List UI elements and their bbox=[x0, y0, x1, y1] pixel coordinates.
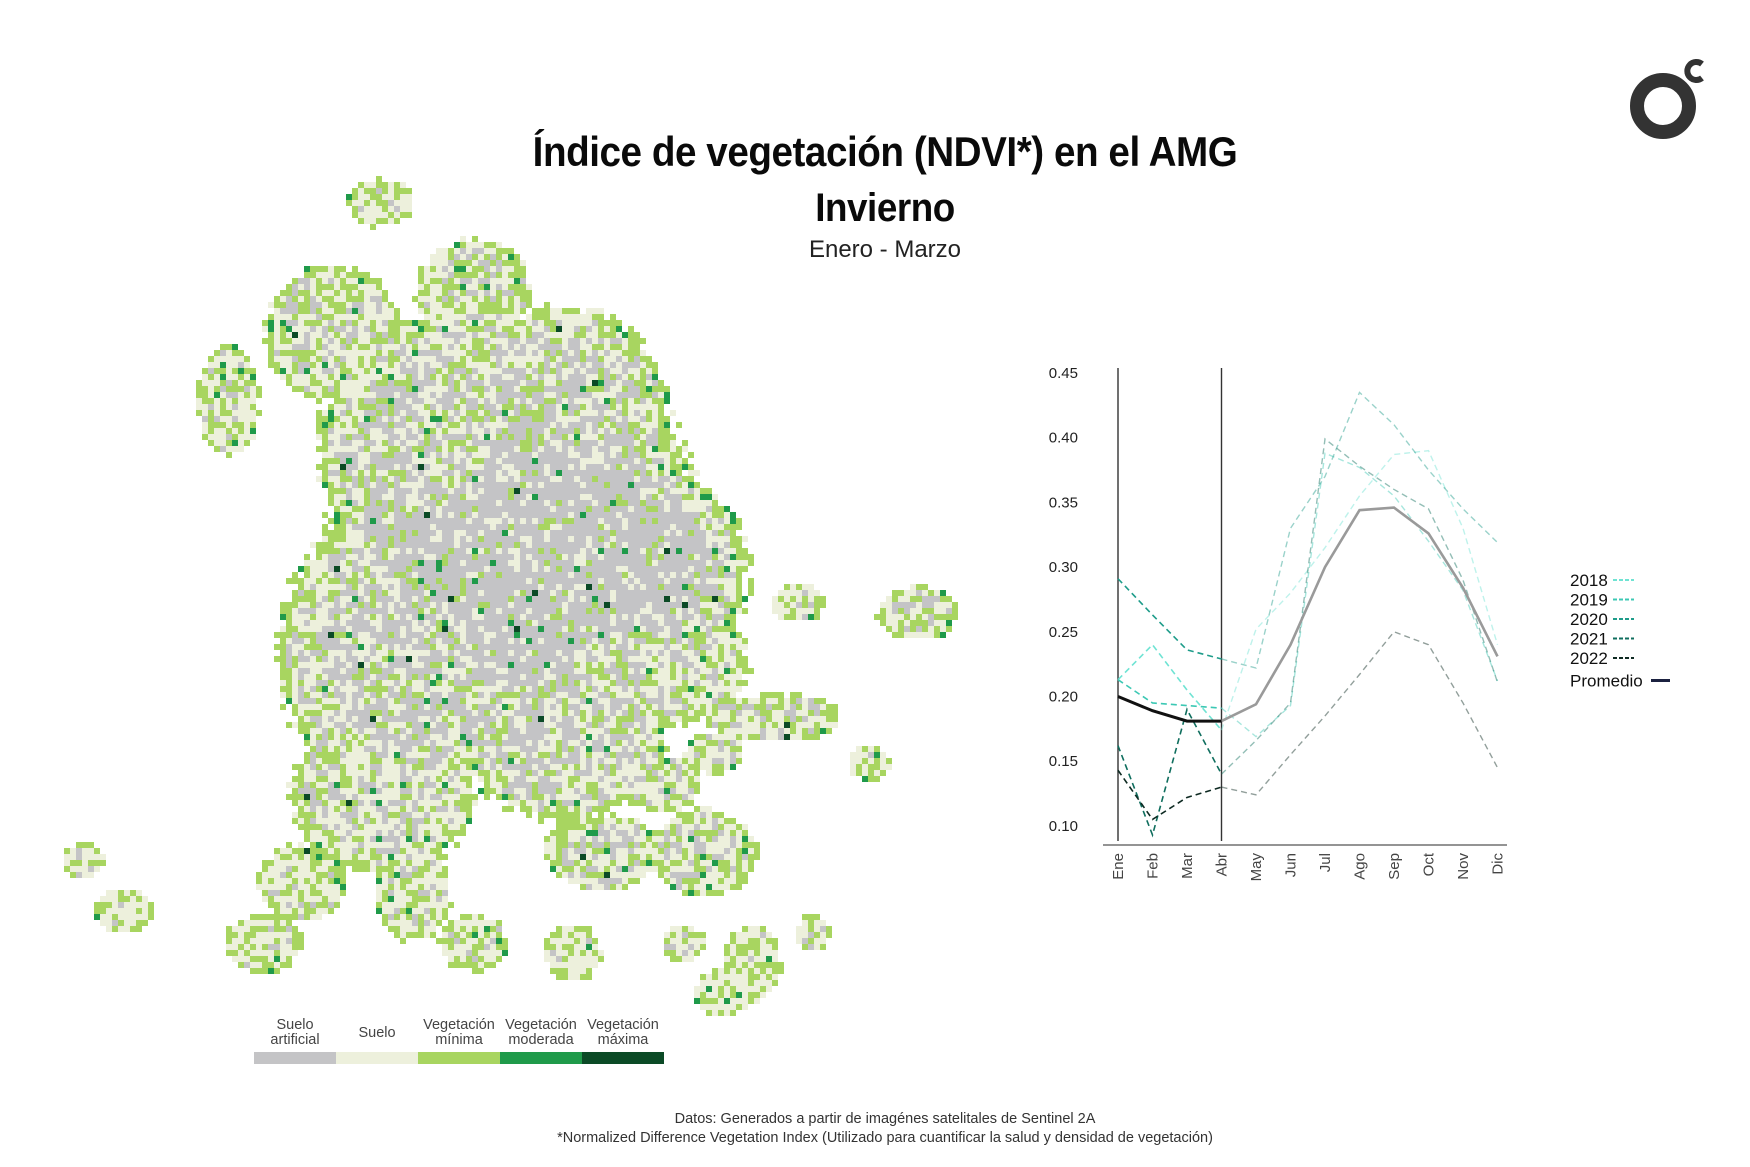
y-tick-label: 0.25 bbox=[1049, 624, 1078, 641]
legend-label-line2: máxima bbox=[597, 1032, 649, 1048]
series-2022 bbox=[1117, 630, 1499, 821]
x-tick-label: Oct bbox=[1421, 852, 1438, 876]
series-line-faded bbox=[1221, 437, 1499, 775]
x-tick-label: Mar bbox=[1179, 853, 1196, 879]
legend-label: 2022 bbox=[1570, 649, 1608, 668]
legend-item-vegetacion-maxima: Vegetación máxima bbox=[582, 1018, 664, 1078]
legend-swatch bbox=[336, 1052, 418, 1064]
x-tick-label: Abr bbox=[1214, 853, 1231, 876]
y-tick-label: 0.30 bbox=[1049, 559, 1078, 576]
legend-swatch bbox=[500, 1052, 582, 1064]
ndvi-line-chart: 0.45 0.40 0.35 0.30 0.25 0.20 0.15 0.10 Ene Feb Ma… bbox=[1049, 365, 1670, 882]
x-tick-label: May bbox=[1248, 853, 1265, 882]
legend-item-promedio: Promedio bbox=[1570, 672, 1670, 691]
legend-swatch bbox=[582, 1052, 664, 1064]
y-tick-label: 0.20 bbox=[1049, 689, 1078, 706]
legend-label-line1: Vegetación bbox=[587, 1017, 659, 1033]
legend-item-2018: 2018 bbox=[1570, 571, 1634, 590]
x-tick-label: Feb bbox=[1145, 853, 1162, 879]
map-legend: Suelo artificial Suelo Vegetación mínima V… bbox=[254, 1018, 666, 1078]
series-line-faded bbox=[1221, 391, 1498, 669]
oc-logo-icon bbox=[1630, 59, 1704, 139]
legend-label: 2020 bbox=[1570, 610, 1608, 629]
logo-c bbox=[1684, 59, 1704, 83]
x-tick-label: Ene bbox=[1110, 853, 1127, 880]
legend-label: Promedio bbox=[1570, 672, 1643, 691]
x-tick-label: Ago bbox=[1352, 853, 1369, 880]
series-line bbox=[1117, 707, 1223, 838]
logo-ring bbox=[1630, 73, 1696, 139]
legend-item-suelo-artificial: Suelo artificial bbox=[254, 1018, 336, 1078]
legend-label: 2018 bbox=[1570, 571, 1608, 590]
legend-label: 2021 bbox=[1570, 630, 1608, 649]
y-tick-label: 0.35 bbox=[1049, 494, 1078, 511]
y-tick-label: 0.15 bbox=[1049, 753, 1078, 770]
series-line-faded bbox=[1220, 506, 1499, 723]
x-tick-label: Nov bbox=[1455, 853, 1472, 880]
y-tick-label: 0.10 bbox=[1049, 818, 1078, 835]
legend-item-vegetacion-minima: Vegetación mínima bbox=[418, 1018, 500, 1078]
footer-note: *Normalized Difference Vegetation Index … bbox=[557, 1130, 1213, 1146]
legend-label-line1: Suelo bbox=[358, 1025, 396, 1041]
legend-label-line2: mínima bbox=[435, 1032, 483, 1048]
series-2020 bbox=[1117, 391, 1498, 669]
series-line bbox=[1117, 643, 1223, 731]
footer-source: Datos: Generados a partir de imagénes sa… bbox=[674, 1111, 1096, 1127]
y-tick-label: 0.40 bbox=[1049, 430, 1078, 447]
x-tick-label: Jun bbox=[1283, 853, 1300, 877]
legend-swatch bbox=[254, 1052, 336, 1064]
legend-label-line2: artificial bbox=[270, 1032, 320, 1048]
season-title: Invierno bbox=[815, 186, 955, 230]
legend-label-line1: Vegetación bbox=[505, 1017, 577, 1033]
series-2021 bbox=[1117, 437, 1499, 838]
series-line bbox=[1117, 695, 1222, 723]
x-tick-label: Jul bbox=[1317, 853, 1334, 872]
map-raster bbox=[64, 176, 958, 1016]
legend-label-line1: Vegetación bbox=[423, 1017, 495, 1033]
page-title: Índice de vegetación (NDVI*) en el AMG bbox=[532, 128, 1238, 175]
series-line-faded bbox=[1220, 449, 1499, 731]
legend-item-2022: 2022 bbox=[1570, 649, 1634, 668]
y-tick-label: 0.45 bbox=[1049, 365, 1078, 382]
legend-item-2020: 2020 bbox=[1570, 610, 1634, 629]
legend-label-line2: moderada bbox=[508, 1032, 574, 1048]
series-2019 bbox=[1117, 452, 1499, 738]
ndvi-map bbox=[64, 176, 958, 1016]
legend-label-line1: Suelo bbox=[276, 1017, 314, 1033]
x-tick-label: Dic bbox=[1490, 853, 1507, 875]
series-line bbox=[1117, 578, 1222, 660]
series-2018 bbox=[1117, 449, 1499, 731]
series-promedio bbox=[1117, 506, 1499, 723]
legend-label: 2019 bbox=[1570, 591, 1608, 610]
series-line bbox=[1117, 769, 1222, 821]
legend-swatch bbox=[418, 1052, 500, 1064]
series-line-faded bbox=[1221, 452, 1499, 738]
x-tick-label: Sep bbox=[1386, 853, 1403, 880]
series-line-faded bbox=[1221, 630, 1499, 796]
legend-item-vegetacion-moderada: Vegetación moderada bbox=[500, 1018, 582, 1078]
period-subtitle: Enero - Marzo bbox=[808, 236, 962, 263]
series-line bbox=[1117, 679, 1222, 709]
legend-item-2019: 2019 bbox=[1570, 591, 1634, 610]
legend-item-2021: 2021 bbox=[1570, 630, 1634, 649]
legend-item-suelo: Suelo bbox=[336, 1018, 418, 1078]
